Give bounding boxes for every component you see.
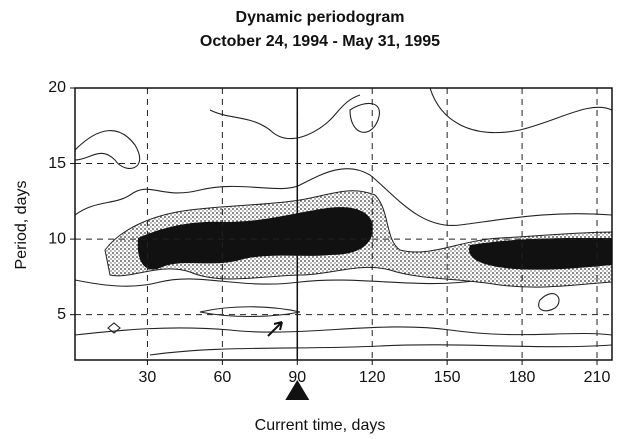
current-time-marker [285, 380, 310, 400]
contour-core [469, 238, 612, 270]
y-axis-label: Period, days [13, 181, 30, 270]
contour [75, 168, 612, 226]
contour [209, 94, 361, 140]
y-tick-label: 5 [57, 306, 66, 323]
x-tick-label: 210 [584, 369, 611, 386]
plot-frame [74, 87, 613, 361]
x-axis-label: Current time, days [255, 417, 386, 434]
chart-title: Dynamic periodogram [236, 9, 405, 26]
contour [349, 102, 380, 133]
x-tick-label: 90 [288, 369, 306, 386]
contour [429, 88, 612, 134]
arrow-annotation [267, 321, 283, 337]
x-tick-label: 60 [213, 369, 231, 386]
x-tick-label: 30 [139, 369, 157, 386]
x-tick-label: 180 [509, 369, 536, 386]
contour [75, 326, 612, 336]
contour [538, 293, 560, 312]
contour [75, 130, 141, 169]
contour-core [137, 207, 373, 270]
x-tick-label: 150 [434, 369, 461, 386]
contour [107, 322, 121, 334]
x-tick-label: 120 [359, 369, 386, 386]
contour [149, 344, 612, 356]
y-tick-label: 15 [48, 155, 66, 172]
chart-subtitle: October 24, 1994 - May 31, 1995 [200, 33, 440, 50]
y-tick-label: 20 [48, 79, 66, 96]
contours [75, 88, 612, 356]
y-tick-label: 10 [48, 230, 66, 247]
contour [199, 306, 301, 318]
